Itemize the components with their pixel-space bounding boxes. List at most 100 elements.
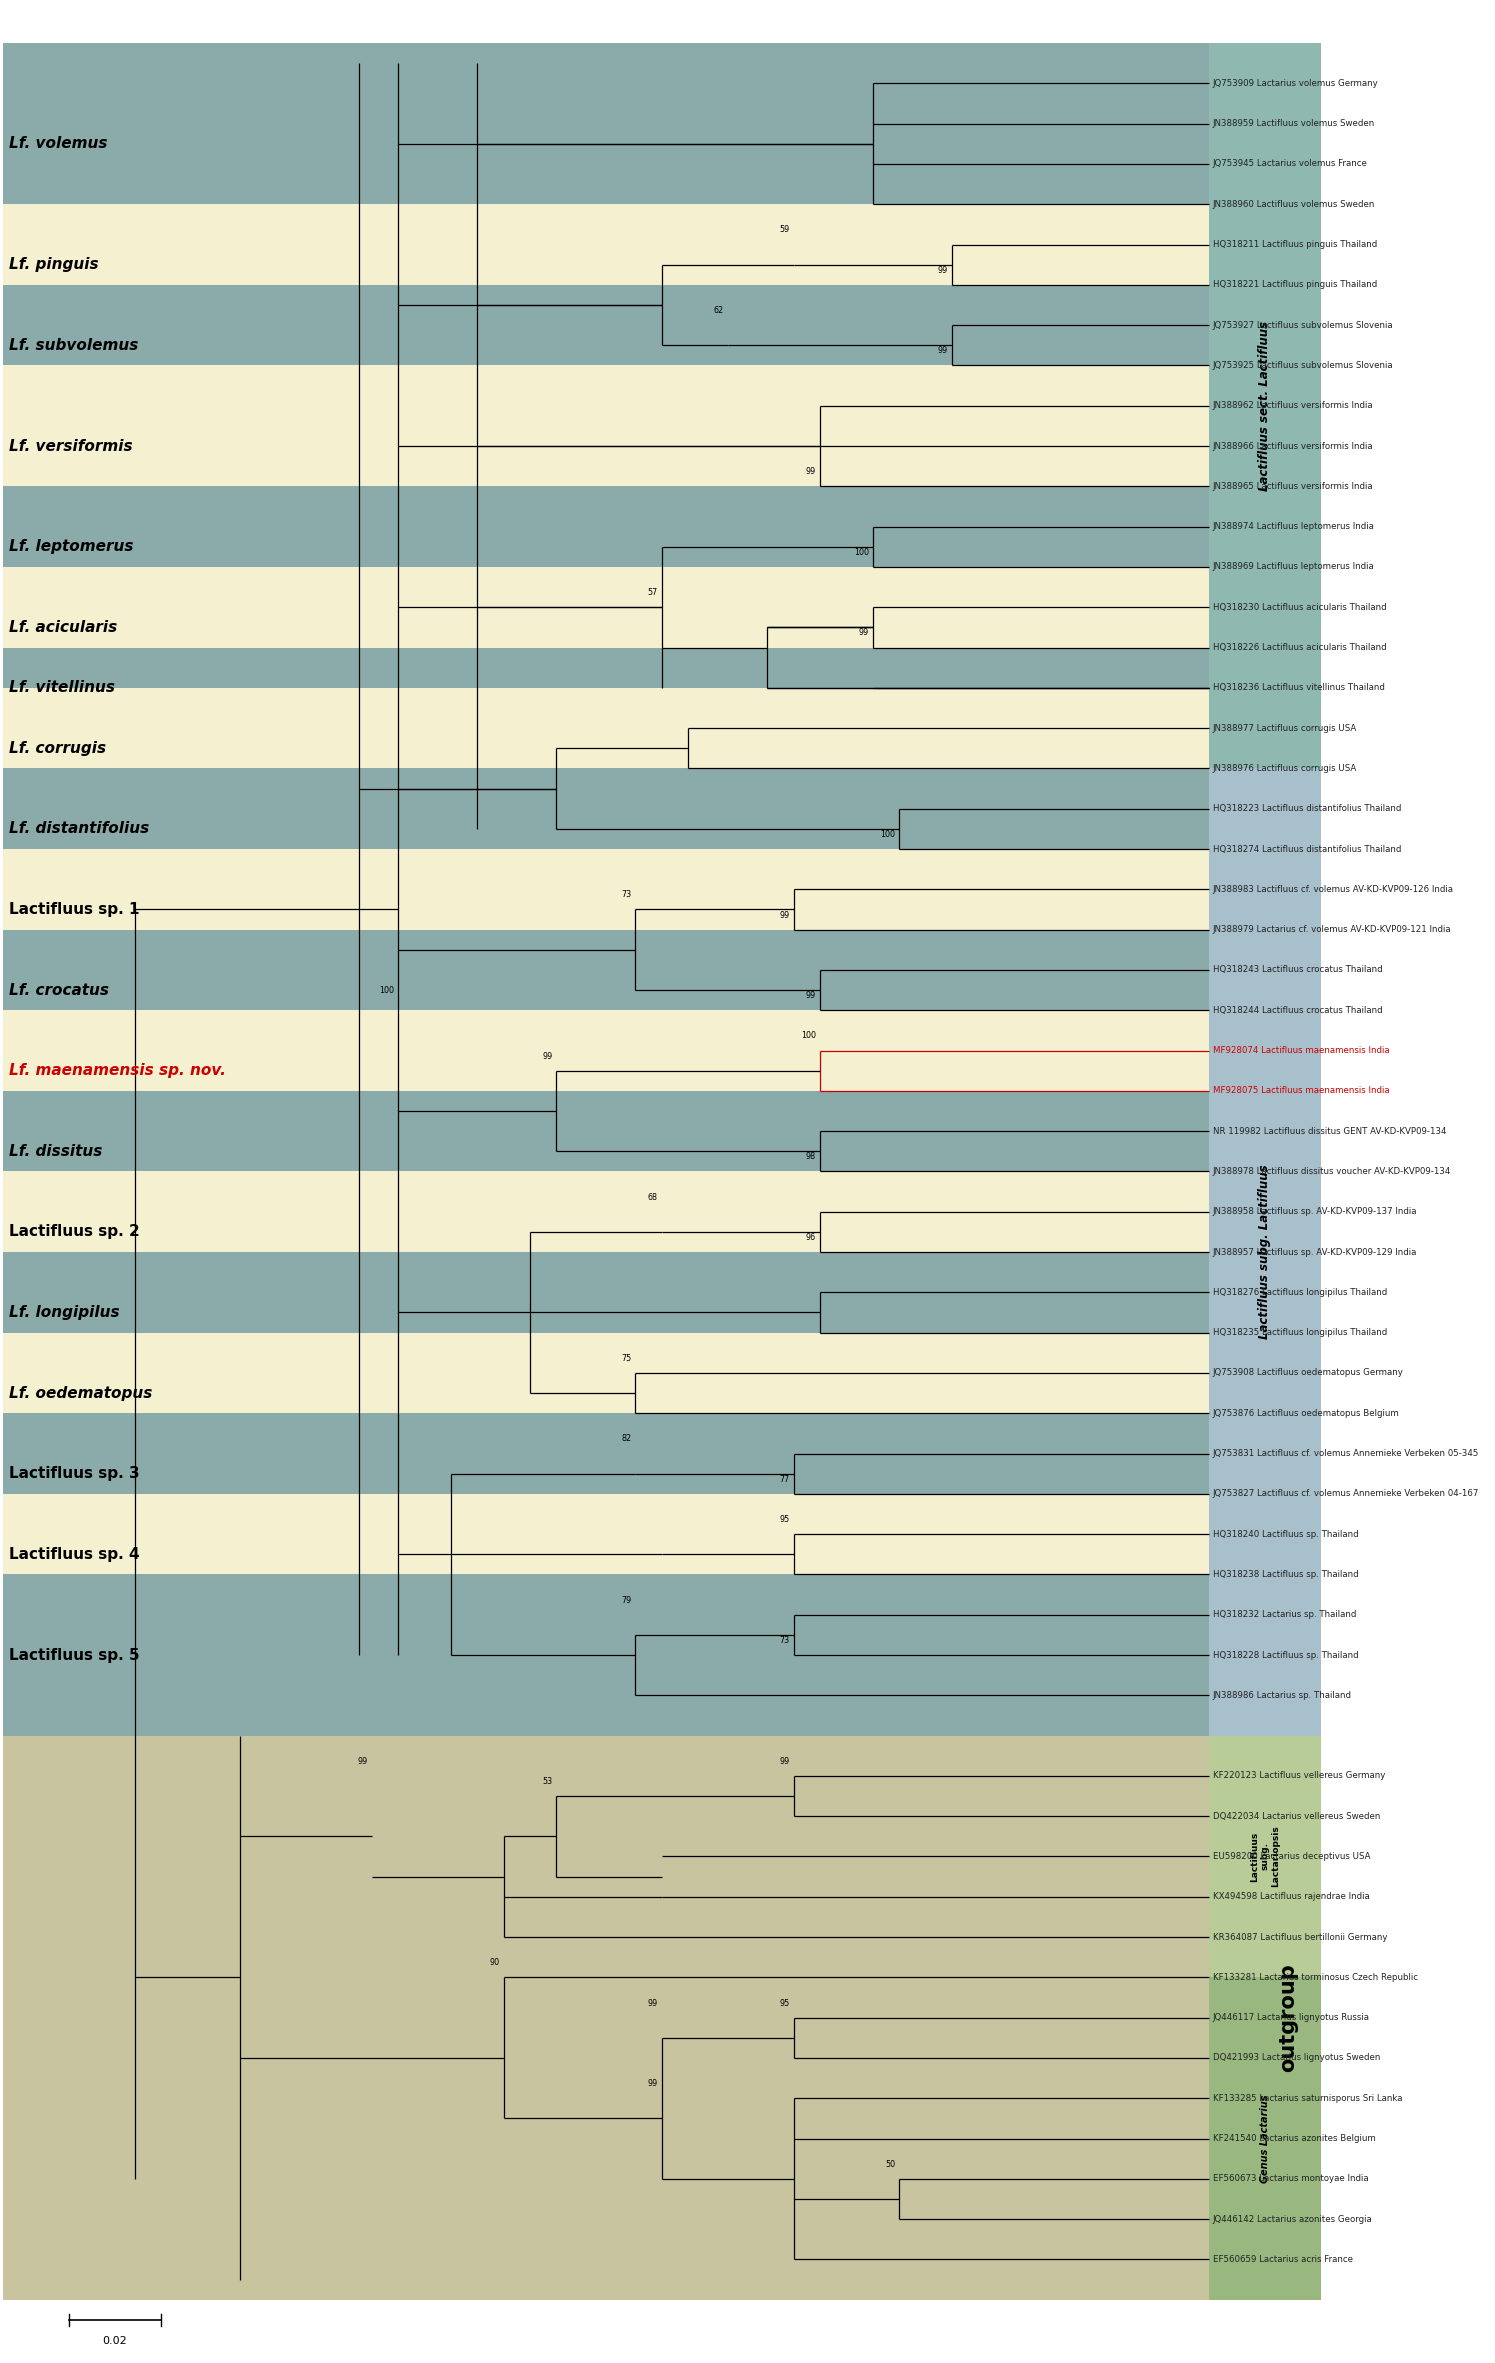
Text: JN388977 Lactifluus corrugis USA: JN388977 Lactifluus corrugis USA [1212, 723, 1357, 733]
Text: JQ753945 Lactarius volemus France: JQ753945 Lactarius volemus France [1212, 158, 1368, 168]
Bar [1209, 43, 1322, 768]
Text: Lf. longipilus: Lf. longipilus [9, 1304, 120, 1321]
Text: 100: 100 [881, 829, 896, 839]
Bar [3, 567, 1209, 647]
Text: JN388966 Lactifluus versiformis India: JN388966 Lactifluus versiformis India [1212, 442, 1374, 451]
Text: Lf. volemus: Lf. volemus [9, 137, 108, 151]
Bar [3, 768, 1209, 848]
Bar [3, 848, 1209, 929]
Text: JN388974 Lactifluus leptomerus India: JN388974 Lactifluus leptomerus India [1212, 522, 1374, 532]
Text: JQ753827 Lactifluus cf. volemus Annemieke Verbeken 04-167: JQ753827 Lactifluus cf. volemus Annemiek… [1212, 1489, 1479, 1498]
Text: JQ753908 Lactifluus oedematopus Germany: JQ753908 Lactifluus oedematopus Germany [1212, 1368, 1404, 1378]
Bar [3, 286, 1209, 366]
Text: EF560659 Lactarius acris France: EF560659 Lactarius acris France [1212, 2254, 1353, 2264]
Bar [3, 1011, 1209, 1092]
Text: Lf. maenamensis sp. nov.: Lf. maenamensis sp. nov. [9, 1063, 226, 1078]
Text: 100: 100 [801, 1033, 816, 1040]
Text: JQ753831 Lactifluus cf. volemus Annemieke Verbeken 05-345: JQ753831 Lactifluus cf. volemus Annemiek… [1212, 1449, 1479, 1458]
Text: Lactifluus sect. Lactifluus: Lactifluus sect. Lactifluus [1259, 321, 1271, 492]
Text: Lf. dissitus: Lf. dissitus [9, 1144, 103, 1158]
Text: 90: 90 [489, 1959, 499, 1968]
Text: HQ318232 Lactarius sp. Thailand: HQ318232 Lactarius sp. Thailand [1212, 1609, 1356, 1619]
Text: 99: 99 [937, 265, 948, 274]
Text: EU598200 Lactarius deceptivus USA: EU598200 Lactarius deceptivus USA [1212, 1853, 1371, 1862]
Text: 53: 53 [543, 1777, 553, 1786]
Text: Lactifluus sp. 2: Lactifluus sp. 2 [9, 1224, 141, 1238]
Bar [3, 1252, 1209, 1333]
Text: HQ318243 Lactifluus crocatus Thailand: HQ318243 Lactifluus crocatus Thailand [1212, 966, 1383, 974]
Text: JQ446117 Lactarius lignyotus Russia: JQ446117 Lactarius lignyotus Russia [1212, 2013, 1369, 2023]
Text: KF133281 Lactarius torminosus Czech Republic: KF133281 Lactarius torminosus Czech Repu… [1212, 1973, 1417, 1983]
Text: Lactifluus sp. 3: Lactifluus sp. 3 [9, 1465, 141, 1482]
Bar [3, 647, 1209, 688]
Bar [3, 1333, 1209, 1413]
Text: 99: 99 [779, 1756, 789, 1765]
Text: Lf. acicularis: Lf. acicularis [9, 619, 118, 636]
Text: 82: 82 [622, 1434, 631, 1444]
Text: HQ318238 Lactifluus sp. Thailand: HQ318238 Lactifluus sp. Thailand [1212, 1569, 1359, 1578]
Text: Genus Lactarius: Genus Lactarius [1260, 2094, 1269, 2183]
Text: outgroup: outgroup [1278, 1964, 1298, 2072]
Text: JQ446142 Lactarius azonites Georgia: JQ446142 Lactarius azonites Georgia [1212, 2214, 1372, 2224]
Bar [3, 203, 1209, 286]
Text: KF220123 Lactifluus vellereus Germany: KF220123 Lactifluus vellereus Germany [1212, 1772, 1386, 1779]
Text: NR 119982 Lactifluus dissitus GENT AV-KD-KVP09-134: NR 119982 Lactifluus dissitus GENT AV-KD… [1212, 1127, 1446, 1137]
Text: 73: 73 [779, 1635, 789, 1645]
Text: 59: 59 [779, 224, 789, 234]
Text: JN388962 Lactifluus versiformis India: JN388962 Lactifluus versiformis India [1212, 402, 1374, 411]
Text: 77: 77 [779, 1475, 789, 1484]
Text: 99: 99 [806, 468, 816, 477]
Text: JN388959 Lactifluus volemus Sweden: JN388959 Lactifluus volemus Sweden [1212, 118, 1375, 128]
Bar [3, 1172, 1209, 1252]
Text: 73: 73 [622, 891, 631, 900]
Text: JN388976 Lactifluus corrugis USA: JN388976 Lactifluus corrugis USA [1212, 763, 1357, 773]
Bar [3, 43, 1209, 203]
Bar [1209, 1978, 1322, 2299]
Bar [1209, 768, 1322, 1734]
Text: JQ753876 Lactifluus oedematopus Belgium: JQ753876 Lactifluus oedematopus Belgium [1212, 1408, 1399, 1418]
Bar [3, 487, 1209, 567]
Text: 99: 99 [357, 1756, 368, 1765]
Text: 50: 50 [885, 2160, 896, 2169]
Text: 99: 99 [647, 2079, 658, 2089]
Text: JN388957 Lactifluus sp. AV-KD-KVP09-129 India: JN388957 Lactifluus sp. AV-KD-KVP09-129 … [1212, 1248, 1417, 1257]
Text: JN388983 Lactifluus cf. volemus AV-KD-KVP09-126 India: JN388983 Lactifluus cf. volemus AV-KD-KV… [1212, 884, 1453, 893]
Text: JN388979 Lactarius cf. volemus AV-KD-KVP09-121 India: JN388979 Lactarius cf. volemus AV-KD-KVP… [1212, 926, 1452, 933]
Text: JN388978 Lactifluus dissitus voucher AV-KD-KVP09-134: JN388978 Lactifluus dissitus voucher AV-… [1212, 1167, 1452, 1177]
Bar [3, 1092, 1209, 1172]
Bar [3, 1413, 1209, 1493]
Text: KF133285 Lactarius saturnisporus Sri Lanka: KF133285 Lactarius saturnisporus Sri Lan… [1212, 2094, 1402, 2103]
Text: Lactifluus sp. 4: Lactifluus sp. 4 [9, 1548, 141, 1562]
Text: DQ421993 Lactarius lignyotus Sweden: DQ421993 Lactarius lignyotus Sweden [1212, 2053, 1380, 2063]
Text: 99: 99 [779, 910, 789, 919]
Text: HQ318240 Lactifluus sp. Thailand: HQ318240 Lactifluus sp. Thailand [1212, 1529, 1359, 1538]
Text: JN388965 Lactifluus versiformis India: JN388965 Lactifluus versiformis India [1212, 482, 1374, 492]
Text: Lf. subvolemus: Lf. subvolemus [9, 338, 139, 352]
Text: Lf. distantifolius: Lf. distantifolius [9, 822, 150, 837]
Text: HQ318274 Lactifluus distantifolius Thailand: HQ318274 Lactifluus distantifolius Thail… [1212, 844, 1401, 853]
Text: HQ318221 Lactifluus pinguis Thailand: HQ318221 Lactifluus pinguis Thailand [1212, 281, 1377, 288]
Text: JN388969 Lactifluus leptomerus India: JN388969 Lactifluus leptomerus India [1212, 562, 1374, 572]
Text: 68: 68 [647, 1193, 658, 1203]
Text: HQ318226 Lactifluus acicularis Thailand: HQ318226 Lactifluus acicularis Thailand [1212, 643, 1386, 652]
Text: 75: 75 [622, 1354, 631, 1363]
Bar [3, 929, 1209, 1011]
Text: 95: 95 [779, 1515, 789, 1524]
Bar [3, 366, 1209, 487]
Bar [3, 1493, 1209, 1574]
Text: 0.02: 0.02 [103, 2337, 127, 2346]
Text: Lactifluus subg. Lactifluus: Lactifluus subg. Lactifluus [1259, 1165, 1271, 1340]
Text: 98: 98 [806, 1153, 816, 1160]
Text: Lf. pinguis: Lf. pinguis [9, 258, 99, 272]
Text: 99: 99 [806, 990, 816, 1000]
Text: 95: 95 [779, 1999, 789, 2009]
Bar [1209, 1734, 1322, 1978]
Text: Lf. vitellinus: Lf. vitellinus [9, 681, 115, 695]
Bar [3, 1574, 1209, 1734]
Text: 62: 62 [713, 307, 724, 314]
Text: 99: 99 [543, 1052, 553, 1061]
Text: KR364087 Lactifluus bertillonii Germany: KR364087 Lactifluus bertillonii Germany [1212, 1933, 1387, 1942]
Text: HQ318276 Lactifluus longipilus Thailand: HQ318276 Lactifluus longipilus Thailand [1212, 1288, 1387, 1297]
Text: 79: 79 [622, 1595, 631, 1604]
Text: JN388986 Lactarius sp. Thailand: JN388986 Lactarius sp. Thailand [1212, 1692, 1351, 1699]
